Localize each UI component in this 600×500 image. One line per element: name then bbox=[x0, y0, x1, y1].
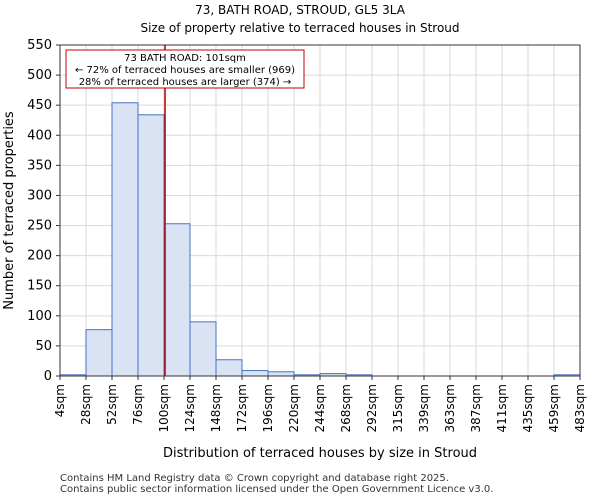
x-tick-label: 172sqm bbox=[235, 384, 249, 432]
x-tick-label: 28sqm bbox=[79, 384, 93, 425]
histogram-chart: 0 50 100 150 200 250 300 350 400 450 500 550 4sqm 28s… bbox=[2, 38, 587, 461]
x-tick-label: 435sqm bbox=[521, 384, 535, 432]
footer-attribution-2: Contains public sector information licen… bbox=[60, 484, 494, 495]
x-tick-label: 483sqm bbox=[573, 384, 587, 432]
x-tick-label: 52sqm bbox=[105, 384, 119, 425]
y-tick-label: 150 bbox=[27, 279, 52, 294]
histogram-bar bbox=[189, 321, 217, 377]
annotation-box bbox=[65, 49, 305, 89]
histogram-bar bbox=[163, 223, 191, 377]
histogram-bar bbox=[85, 329, 113, 377]
x-tick-label: 196sqm bbox=[261, 384, 275, 432]
x-tick-label: 244sqm bbox=[313, 384, 327, 432]
x-tick-label: 315sqm bbox=[391, 384, 405, 432]
bars bbox=[59, 102, 581, 377]
chart-title: 73, BATH ROAD, STROUD, GL5 3LA bbox=[195, 3, 405, 17]
plot-frame bbox=[59, 44, 581, 377]
x-tick-label: 124sqm bbox=[183, 384, 197, 432]
footer-attribution-1: Contains HM Land Registry data © Crown c… bbox=[60, 473, 449, 484]
chart-subtitle: Size of property relative to terraced ho… bbox=[140, 21, 460, 35]
y-tick-label: 200 bbox=[27, 249, 52, 264]
y-tick-label: 250 bbox=[27, 219, 52, 234]
x-tick-label: 387sqm bbox=[469, 384, 483, 432]
x-tick-label: 76sqm bbox=[131, 384, 145, 425]
x-tick-label: 363sqm bbox=[443, 384, 457, 432]
x-tick-label: 4sqm bbox=[53, 384, 67, 417]
histogram-bar bbox=[111, 102, 139, 377]
y-tick-label: 350 bbox=[27, 158, 52, 173]
axes: 0 50 100 150 200 250 300 350 400 450 500 550 4sqm 28s… bbox=[2, 38, 587, 461]
y-tick-label: 450 bbox=[27, 98, 52, 113]
histogram-bar bbox=[215, 359, 243, 377]
x-tick-label: 220sqm bbox=[287, 384, 301, 432]
histogram-bar bbox=[267, 371, 295, 377]
y-tick-label: 400 bbox=[27, 128, 52, 143]
y-tick-label: 550 bbox=[27, 38, 52, 53]
x-tick-label: 292sqm bbox=[365, 384, 379, 432]
x-tick-label: 411sqm bbox=[495, 384, 509, 432]
y-axis-label: Number of terraced properties bbox=[2, 111, 17, 310]
marker: 73 BATH ROAD: 101sqm← 72% of terraced ho… bbox=[65, 45, 305, 376]
annotation-label-title: 73 BATH ROAD: 101sqm bbox=[124, 53, 246, 64]
x-tick-label: 148sqm bbox=[209, 384, 223, 432]
histogram-bar bbox=[241, 370, 269, 377]
y-tick-label: 50 bbox=[35, 339, 52, 354]
x-tick-label: 339sqm bbox=[417, 384, 431, 432]
histogram-bar bbox=[137, 114, 165, 377]
x-tick-label: 268sqm bbox=[339, 384, 353, 432]
y-tick-label: 300 bbox=[27, 188, 52, 203]
x-tick-label: 100sqm bbox=[157, 384, 171, 432]
y-tick-label: 100 bbox=[27, 309, 52, 324]
x-tick-label: 459sqm bbox=[547, 384, 561, 432]
annotation-label-larger: 28% of terraced houses are larger (374) … bbox=[79, 77, 292, 88]
y-tick-label: 0 bbox=[44, 369, 52, 384]
y-tick-label: 500 bbox=[27, 68, 52, 83]
x-axis-label: Distribution of terraced houses by size … bbox=[163, 446, 477, 461]
annotation-label-smaller: ← 72% of terraced houses are smaller (96… bbox=[75, 65, 295, 76]
